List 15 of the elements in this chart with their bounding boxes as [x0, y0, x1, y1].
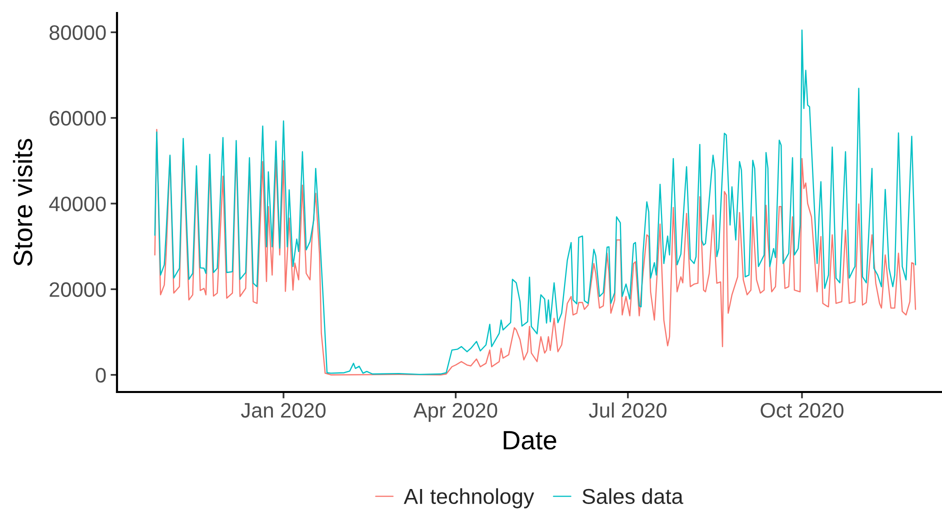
x-tick-label: Jul 2020	[588, 402, 666, 418]
y-tick-label: 0	[96, 368, 106, 383]
legend-label: AI technology	[404, 488, 534, 508]
line-series	[154, 128, 916, 376]
y-tick-label: 40000	[49, 196, 106, 212]
legend-label: Sales data	[582, 488, 684, 504]
y-axis-title: Store visits	[12, 138, 32, 266]
x-axis-title: Date	[504, 431, 556, 450]
line-series	[154, 30, 916, 376]
x-tick-label: Apr 2020	[413, 402, 498, 422]
x-tick-label: Oct 2020	[760, 402, 844, 418]
x-tick-label: Jan 2020	[240, 402, 326, 418]
y-tick-label: 20000	[50, 282, 106, 297]
y-tick-label: 80000	[50, 25, 106, 40]
y-tick-label: 60000	[50, 110, 106, 126]
